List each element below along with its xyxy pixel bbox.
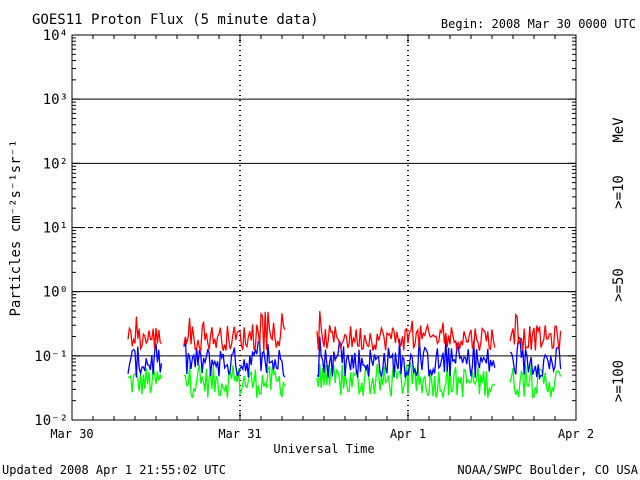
series-line->=50 [127, 343, 163, 378]
x-axis-label: Universal Time [273, 442, 374, 456]
chart-title: GOES11 Proton Flux (5 minute data) [32, 12, 319, 28]
series-line->=100 [183, 364, 286, 399]
legend-unit-mev: MeV [611, 117, 627, 143]
y-tick-label: 10¹ [43, 221, 68, 237]
y-axis-label: Particles cm⁻²s⁻¹sr⁻¹ [8, 139, 24, 316]
legend-series-ge50: >=50 [611, 268, 627, 302]
series-line->=100 [316, 362, 496, 398]
y-tick-labels: 10⁻² 10⁻¹ 10⁰ 10¹ 10² 10³ 10⁴ [34, 28, 68, 429]
legend-series-ge100: >=100 [611, 360, 627, 402]
series-line->=10 [183, 311, 286, 353]
series-line->=50 [316, 336, 496, 378]
series-line->=100 [509, 364, 562, 399]
x-tick-label: Mar 31 [218, 427, 261, 441]
legend: MeV >=10 >=50 >=100 [611, 117, 627, 402]
x-tick-labels: Mar 30 Mar 31 Apr 1 Apr 2 [50, 427, 594, 441]
series-line->=10 [127, 316, 163, 352]
legend-series-ge10: >=10 [611, 175, 627, 209]
credit-line: NOAA/SWPC Boulder, CO USA [457, 463, 638, 477]
begin-time: Begin: 2008 Mar 30 0000 UTC [441, 17, 636, 31]
grid-lines [72, 35, 576, 420]
series-line->=50 [183, 336, 286, 378]
series-layer [127, 310, 562, 399]
y-tick-label: 10³ [43, 92, 68, 108]
x-tick-label: Apr 2 [558, 427, 594, 441]
y-tick-label: 10⁰ [43, 285, 68, 301]
series-line->=10 [509, 312, 562, 351]
y-tick-label: 10⁻¹ [34, 349, 68, 365]
series-line->=100 [127, 366, 163, 395]
x-tick-label: Mar 30 [50, 427, 93, 441]
x-tick-label: Apr 1 [390, 427, 426, 441]
y-tick-label: 10² [43, 156, 68, 172]
series-line->=10 [316, 310, 496, 351]
updated-timestamp: Updated 2008 Apr 1 21:55:02 UTC [2, 463, 226, 477]
y-tick-label: 10⁻² [34, 413, 68, 429]
axis-ticks [71, 34, 577, 421]
y-tick-label: 10⁴ [43, 28, 68, 44]
